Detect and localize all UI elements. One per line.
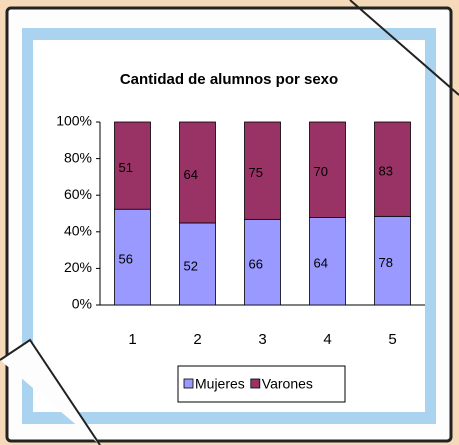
legend-label: Varones xyxy=(262,376,313,392)
x-tick-label: 2 xyxy=(193,331,201,348)
data-label: 56 xyxy=(119,252,133,267)
data-label: 51 xyxy=(119,160,133,175)
x-tick-label: 3 xyxy=(258,331,266,348)
data-label: 64 xyxy=(314,256,328,271)
y-tick-label: 20% xyxy=(64,259,92,275)
data-label: 75 xyxy=(249,165,263,180)
data-label: 66 xyxy=(249,257,263,272)
x-tick-label: 5 xyxy=(388,331,396,348)
page: {"chart_data": {"type": "bar", "stack": … xyxy=(0,0,459,445)
y-tick-label: 0% xyxy=(72,296,92,312)
data-label: 70 xyxy=(314,164,328,179)
data-label: 78 xyxy=(379,255,393,270)
y-tick-label: 80% xyxy=(64,149,92,165)
chart: Cantidad de alumnos por sexo 0% 20% 40% 60%… xyxy=(0,0,459,445)
y-tick-label: 100% xyxy=(56,113,92,129)
y-tick-label: 60% xyxy=(64,186,92,202)
legend-label: Mujeres xyxy=(195,376,245,392)
legend-swatch xyxy=(251,379,260,388)
data-label: 52 xyxy=(184,258,198,273)
y-tick-label: 40% xyxy=(64,223,92,239)
x-tick-label: 1 xyxy=(128,331,136,348)
chart-title: Cantidad de alumnos por sexo xyxy=(120,71,338,88)
x-tick-label: 4 xyxy=(323,331,331,348)
data-label: 83 xyxy=(379,164,393,179)
data-label: 64 xyxy=(184,167,198,182)
legend-swatch xyxy=(184,379,193,388)
